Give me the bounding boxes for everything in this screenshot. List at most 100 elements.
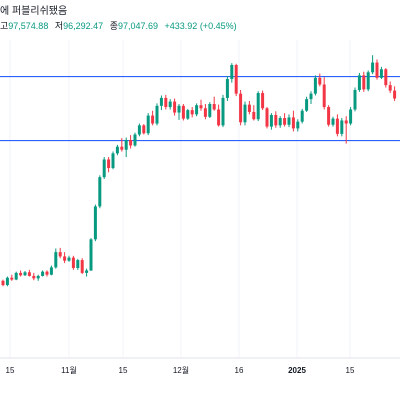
candle-body-up <box>300 110 304 122</box>
candle-body-up <box>366 72 370 90</box>
close-label: 종 <box>109 21 118 31</box>
candle-body-up <box>36 275 40 279</box>
candle-body-down <box>388 85 392 91</box>
candle-body-down <box>142 125 146 134</box>
candle-body-down <box>164 97 168 108</box>
candle-body-up <box>98 177 102 207</box>
candle-body-down <box>120 146 124 150</box>
candle-body-up <box>93 206 97 240</box>
candle-body-down <box>173 101 177 113</box>
candle-body-up <box>14 272 18 280</box>
candle-body-up <box>23 272 27 276</box>
candle-body-down <box>283 118 287 125</box>
candle-body-down <box>217 109 221 126</box>
candle-body-down <box>212 104 216 110</box>
candle-body-up <box>296 121 300 129</box>
candle-body-up <box>349 109 353 124</box>
candle-body-down <box>252 111 256 120</box>
close-value: 97,047.69 <box>117 21 159 31</box>
candle-body-down <box>63 256 67 261</box>
candle-body-up <box>76 260 80 268</box>
candle-body-up <box>208 104 212 117</box>
candle-body-up <box>243 104 247 123</box>
candle-body-down <box>362 75 366 90</box>
candle-body-down <box>261 93 265 109</box>
low-value: 96,292.47 <box>63 21 104 31</box>
candle-body-up <box>353 89 357 110</box>
candle-body-down <box>234 64 238 94</box>
candle-body-down <box>327 107 331 125</box>
ohlc-readout: 고97,574.88 저96,292.47 종97,047.69 +433.92… <box>0 19 241 32</box>
candle-body-up <box>195 105 199 115</box>
candle-body-up <box>115 146 119 154</box>
low-label: 저 <box>54 21 64 31</box>
candle-body-down <box>247 104 251 112</box>
candle-body-up <box>278 118 282 126</box>
change-value: +433.92 (+0.45%) <box>164 21 237 31</box>
chart-header: 에 퍼블리쉬됐음 고97,574.88 저96,292.47 종97,047.6… <box>0 0 400 40</box>
candle-body-up <box>305 99 309 111</box>
candle-body-up <box>357 75 361 90</box>
candle-body-up <box>133 134 137 146</box>
candle-body-up <box>221 97 225 126</box>
candle-body-down <box>107 159 111 169</box>
candle-body-up <box>371 62 375 73</box>
candle-body-up <box>124 139 128 150</box>
candle-body-up <box>331 118 335 125</box>
candle-body-down <box>199 105 203 109</box>
candle-body-up <box>54 252 58 268</box>
candle-body-up <box>5 277 9 286</box>
candle-body-up <box>313 77 317 94</box>
candle-body-up <box>186 110 190 119</box>
publisher-text: 에 퍼블리쉬됐음 <box>0 6 68 17</box>
candle-body-down <box>190 110 194 115</box>
candle-body-down <box>10 277 14 280</box>
candle-body-down <box>32 275 36 279</box>
candle-body-down <box>393 90 397 99</box>
x-tick-label: 12월 <box>173 365 189 375</box>
x-tick-label: 11월 <box>61 365 77 375</box>
candle-body-up <box>379 69 383 78</box>
candle-body-up <box>159 97 163 106</box>
candle-body-up <box>287 117 291 125</box>
candle-body-down <box>322 84 326 108</box>
candle-body-up <box>225 79 229 98</box>
x-tick-label: 15 <box>6 366 15 375</box>
candle-body-down <box>129 139 133 146</box>
candle-body-down <box>384 69 388 86</box>
candle-body-down <box>151 115 155 124</box>
candle-body-up <box>89 239 93 271</box>
candle-body-up <box>85 270 89 273</box>
candle-body-up <box>137 125 141 135</box>
candle-body-up <box>168 101 172 108</box>
candle-body-down <box>45 271 49 275</box>
candle-body-down <box>344 120 348 124</box>
candle-body-down <box>58 252 62 257</box>
candle-body-down <box>27 272 31 276</box>
candle-body-up <box>67 257 71 261</box>
candle-body-down <box>318 77 322 85</box>
x-tick-label: 15 <box>119 366 128 375</box>
candle-body-up <box>177 105 181 113</box>
candle-body-up <box>111 153 115 169</box>
x-tick-label: 16 <box>235 366 244 375</box>
candle-body-down <box>71 257 75 268</box>
candle-body-up <box>155 105 159 124</box>
candle-body-down <box>203 108 207 117</box>
candle-body-up <box>146 115 150 134</box>
candle-body-up <box>102 159 106 178</box>
candle-body-up <box>340 120 344 134</box>
candle-body-down <box>19 272 23 276</box>
high-value: 97,574.88 <box>8 21 49 31</box>
candle-body-up <box>49 267 53 275</box>
candle-body-up <box>269 114 273 127</box>
high-label: 고 <box>0 21 9 31</box>
candle-body-down <box>80 260 84 273</box>
candle-body-up <box>256 93 260 120</box>
candle-body-down <box>1 280 5 286</box>
candle-body-down <box>375 62 379 78</box>
candle-body-up <box>41 271 45 276</box>
candle-body-down <box>265 108 269 127</box>
x-tick-label: 2025 <box>288 366 306 375</box>
